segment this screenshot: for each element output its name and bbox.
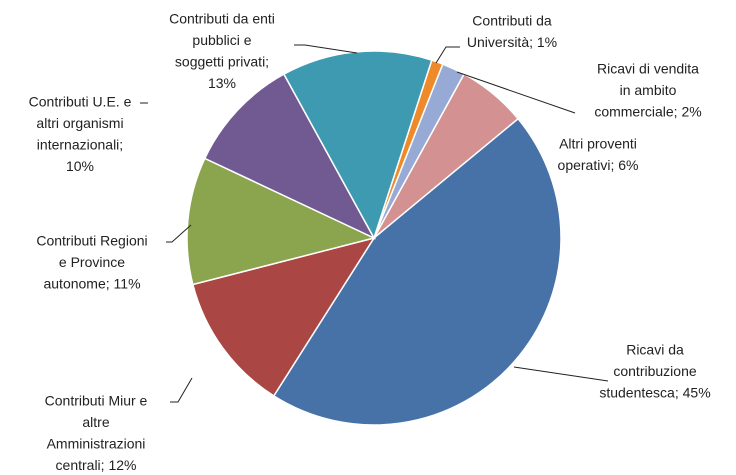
data-label: in ambito — [620, 82, 677, 98]
data-label: Amministrazioni — [47, 436, 146, 452]
data-label: altri organismi — [36, 115, 123, 131]
data-label: pubblici e — [192, 32, 251, 48]
leader-line — [456, 71, 576, 114]
data-label: Contributi Miur e — [45, 393, 148, 409]
data-label: soggetti privati; — [175, 54, 269, 70]
data-label: studentesca; 45% — [599, 385, 710, 401]
pie-slice — [272, 117, 562, 426]
data-label: Contributi U.E. e — [29, 94, 132, 110]
data-label: internazionali; — [37, 137, 123, 153]
data-label: centrali; 12% — [56, 457, 137, 473]
leader-line — [170, 377, 193, 403]
data-label: operativi; 6% — [558, 157, 639, 173]
data-label: Contributi da enti — [169, 11, 275, 27]
leader-line — [294, 44, 358, 54]
data-label: altre — [82, 414, 109, 430]
data-label: Contributi da — [472, 13, 552, 29]
data-label: Contributi Regioni — [36, 233, 147, 249]
data-label: e Province — [59, 254, 125, 270]
leader-line — [513, 366, 609, 382]
data-label: Ricavi di vendita — [597, 61, 699, 77]
data-label: Università; 1% — [467, 34, 557, 50]
pie-slice — [186, 157, 377, 286]
data-label: Altri proventi — [559, 136, 637, 152]
data-label: 10% — [66, 158, 94, 174]
data-label: autonome; 11% — [43, 276, 140, 292]
data-label: contribuzione — [613, 363, 696, 379]
data-label: commerciale; 2% — [594, 104, 701, 120]
leader-line — [166, 224, 192, 243]
pie-slice — [282, 50, 433, 240]
pie-slice — [191, 236, 376, 397]
data-label: 13% — [208, 75, 236, 91]
leader-line — [435, 46, 460, 64]
data-label: Ricavi da — [626, 342, 684, 358]
pie-slice — [203, 73, 376, 240]
